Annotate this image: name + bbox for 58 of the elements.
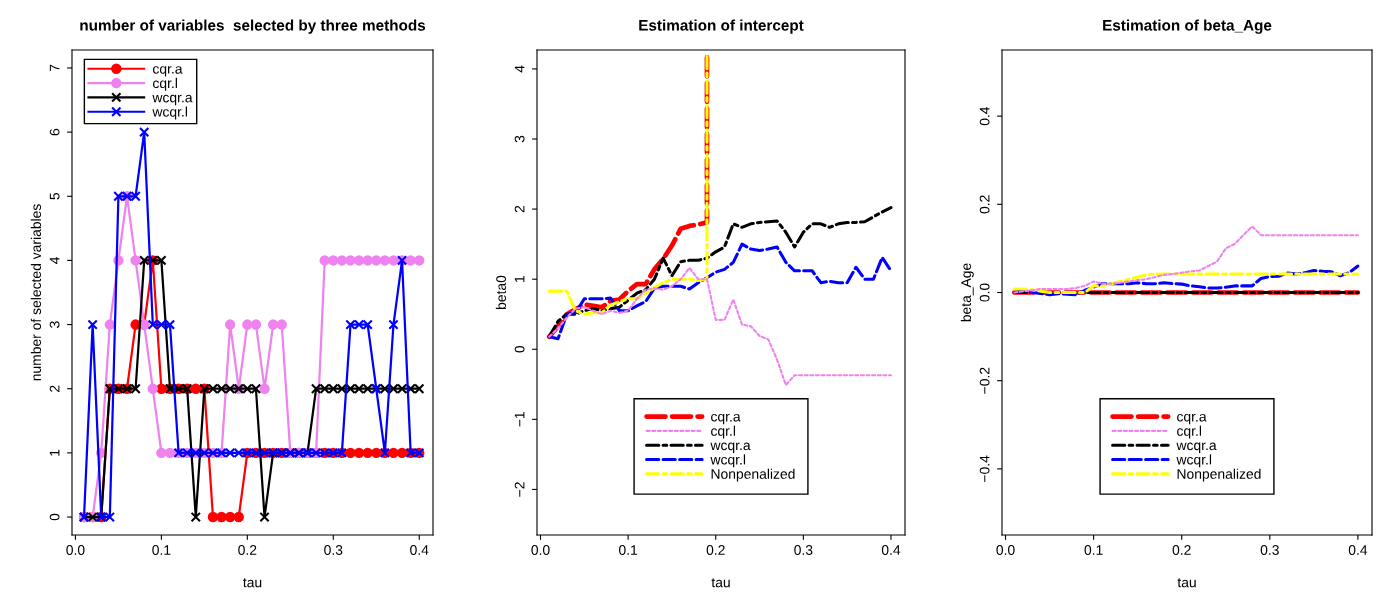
y-axis-title: beta0 bbox=[495, 275, 507, 309]
x-tick-label: 0.3 bbox=[1260, 545, 1279, 555]
y-tick-label: 4 bbox=[49, 256, 60, 264]
y-tick-label: 2 bbox=[514, 205, 525, 213]
x-tick-label: 0.0 bbox=[996, 545, 1015, 555]
y-tick-label: −0.2 bbox=[979, 367, 990, 394]
x-tick-label: 0.4 bbox=[1348, 545, 1368, 555]
x-tick-label: 0.0 bbox=[66, 545, 85, 555]
x-axis-title: tau bbox=[711, 578, 730, 588]
x-tick-label: 0.2 bbox=[238, 545, 257, 555]
legend-label: cqr.l bbox=[153, 77, 177, 91]
y-tick-label: 0 bbox=[514, 345, 525, 353]
y-tick-label: 5 bbox=[49, 192, 60, 200]
chart-title: Estimation of beta_Age bbox=[1103, 19, 1272, 34]
y-axis-title: beta_Age bbox=[960, 263, 974, 322]
x-tick-label: 0.4 bbox=[881, 545, 901, 555]
y-tick-label: 0.0 bbox=[979, 283, 990, 302]
legend-label: cqr.a bbox=[1177, 413, 1207, 425]
legend-label: cqr.a bbox=[153, 66, 183, 77]
x-axis-title: tau bbox=[243, 578, 262, 588]
y-tick-label: −1 bbox=[514, 412, 525, 427]
legend-label: wcqr.a bbox=[152, 94, 193, 106]
x-tick-label: 0.1 bbox=[619, 545, 638, 555]
y-tick-label: 0.4 bbox=[979, 106, 990, 126]
x-tick-label: 0.3 bbox=[324, 545, 343, 555]
legend-label: wcqr.l bbox=[1176, 454, 1212, 468]
y-axis-title: number of selected variables bbox=[30, 204, 42, 381]
x-axis-title: tau bbox=[1177, 578, 1196, 588]
x-tick-label: 0.3 bbox=[794, 545, 813, 555]
legend-label: Nonpenalized bbox=[1177, 468, 1261, 482]
y-tick-label: 3 bbox=[49, 321, 60, 328]
y-tick-label: 4 bbox=[514, 65, 525, 73]
y-tick-label: −2 bbox=[514, 482, 525, 497]
legend-label: cqr.l bbox=[1177, 425, 1202, 439]
legend-label: wcqr.l bbox=[710, 454, 746, 468]
y-tick-label: 1 bbox=[514, 276, 525, 282]
y-tick-label: 3 bbox=[514, 135, 525, 143]
y-tick-label: 6 bbox=[49, 128, 60, 136]
x-tick-label: 0.2 bbox=[706, 545, 725, 555]
x-tick-label: 0.4 bbox=[410, 545, 429, 555]
legend-label: wcqr.l bbox=[152, 106, 187, 120]
legend-label: cqr.a bbox=[711, 413, 741, 425]
chart-title: number of variables selected by three methods bbox=[80, 19, 426, 34]
y-tick-label: 2 bbox=[49, 385, 60, 392]
x-tick-label: 0.1 bbox=[152, 545, 171, 555]
y-tick-label: 0 bbox=[49, 513, 60, 521]
y-tick-label: 1 bbox=[49, 449, 60, 456]
y-tick-label: 7 bbox=[49, 64, 60, 72]
x-tick-label: 0.0 bbox=[531, 545, 550, 555]
legend-label: cqr.l bbox=[711, 425, 736, 439]
y-tick-label: 0.2 bbox=[979, 195, 990, 214]
legend-label: wcqr.a bbox=[1176, 442, 1217, 453]
x-tick-label: 0.1 bbox=[1084, 545, 1103, 555]
x-tick-label: 0.2 bbox=[1172, 545, 1191, 555]
legend-label: wcqr.a bbox=[710, 442, 751, 453]
y-tick-label: −0.4 bbox=[979, 455, 990, 482]
legend-label: Nonpenalized bbox=[711, 468, 795, 482]
chart-title: Estimation of intercept bbox=[639, 19, 804, 34]
